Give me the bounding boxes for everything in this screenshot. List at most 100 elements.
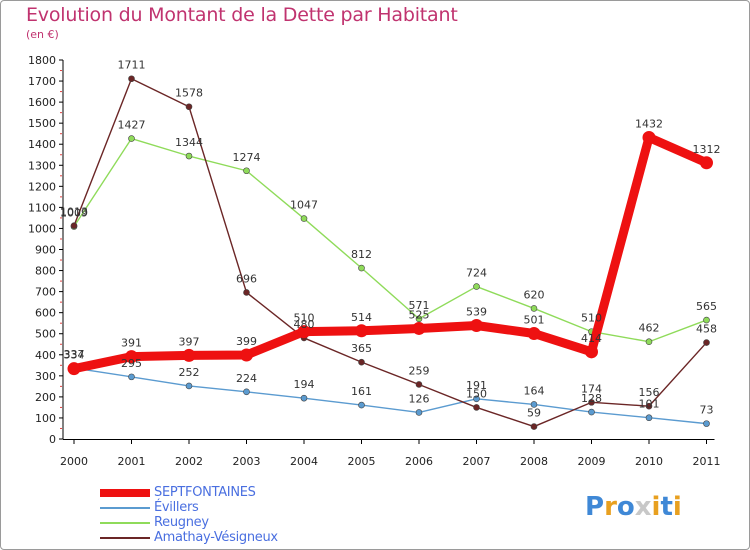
y-tick-label: 100 (35, 412, 56, 425)
data-label--villers: 252 (179, 366, 200, 379)
data-label--villers: 101 (639, 398, 660, 411)
data-point-septfontaines (700, 156, 713, 170)
data-label-amathay-v-signeux: 458 (696, 323, 717, 336)
y-tick-label: 1500 (28, 117, 56, 130)
data-label-septfontaines: 397 (179, 335, 200, 348)
data-point--villers (128, 373, 135, 381)
data-point-amathay-v-signeux (703, 339, 710, 346)
legend: SEPTFONTAINES Évillers Reugney Amathay-Vési… (100, 485, 360, 545)
x-tick-label: 2005 (348, 455, 376, 468)
data-point-septfontaines (527, 327, 541, 341)
data-label-reugney: 1009 (60, 207, 88, 220)
data-label-amathay-v-signeux: 174 (581, 382, 602, 395)
data-label-amathay-v-signeux: 156 (639, 386, 660, 399)
data-label-reugney: 571 (409, 299, 430, 312)
data-label-septfontaines: 334 (64, 349, 85, 362)
logo-letter: r (604, 492, 617, 522)
data-label-septfontaines: 414 (581, 332, 602, 345)
legend-item-septfontaines: SEPTFONTAINES (100, 485, 360, 500)
data-point-reugney (185, 152, 193, 160)
y-tick-label: 1700 (28, 75, 56, 88)
data-point--villers (243, 388, 250, 396)
x-tick-label: 2001 (118, 455, 146, 468)
x-tick-label: 2003 (233, 455, 261, 468)
data-point-reugney (128, 135, 135, 142)
logo-letter: t (660, 492, 673, 522)
x-tick-label: 2010 (635, 455, 663, 468)
data-label-septfontaines: 514 (351, 311, 372, 324)
data-label-reugney: 510 (581, 312, 602, 325)
data-label-reugney: 1047 (290, 199, 318, 212)
data-point--villers (185, 382, 193, 390)
y-tick-label: 900 (35, 244, 56, 257)
legend-swatch (100, 489, 150, 497)
data-point-septfontaines (355, 324, 368, 338)
y-tick-label: 1600 (28, 96, 56, 109)
legend-item-amathay-v-signeux: Amathay-Vésigneux (100, 530, 360, 545)
data-label--villers: 164 (524, 384, 545, 397)
data-label--villers: 161 (351, 385, 372, 398)
series-line--villers (73, 367, 708, 425)
y-tick-label: 400 (35, 349, 56, 362)
data-point-amathay-v-signeux (243, 289, 250, 296)
logo-letter: P (585, 492, 605, 522)
x-tick-label: 2011 (693, 455, 721, 468)
data-point-amathay-v-signeux (645, 402, 653, 410)
y-tick-label: 1300 (28, 159, 56, 172)
data-point-septfontaines (412, 321, 426, 335)
data-label--villers: 126 (409, 392, 430, 405)
data-label-reugney: 462 (639, 322, 660, 335)
data-point-amathay-v-signeux (358, 358, 365, 366)
data-label-amathay-v-signeux: 1711 (118, 59, 146, 72)
data-label-septfontaines: 510 (294, 312, 315, 325)
data-point-amathay-v-signeux (70, 222, 78, 230)
y-tick-label: 700 (35, 286, 56, 299)
data-label-amathay-v-signeux: 1013 (60, 206, 88, 219)
legend-label: Amathay-Vésigneux (154, 530, 278, 545)
y-tick-label: 500 (35, 328, 56, 341)
data-point-septfontaines (470, 319, 483, 333)
data-label--villers: 194 (294, 378, 315, 391)
data-label-septfontaines: 525 (409, 308, 430, 321)
legend-swatch (100, 537, 150, 539)
data-label--villers: 224 (236, 372, 257, 385)
data-point-amathay-v-signeux (128, 75, 135, 83)
y-tick-label: 1400 (28, 138, 56, 151)
data-point-septfontaines (125, 350, 138, 364)
data-label--villers: 128 (581, 392, 602, 405)
data-point-reugney (300, 215, 308, 222)
data-point-reugney (530, 305, 538, 312)
data-point--villers (588, 408, 595, 416)
legend-label: Reugney (154, 515, 209, 530)
data-point-septfontaines (642, 130, 656, 144)
series-line-amathay-v-signeux (73, 78, 708, 428)
data-point-septfontaines (297, 325, 311, 339)
data-label-reugney: 1274 (233, 151, 261, 164)
data-point-amathay-v-signeux (473, 404, 480, 411)
y-tick-label: 800 (35, 265, 56, 278)
y-tick-label: 600 (35, 307, 56, 320)
x-tick-label: 2004 (290, 455, 318, 468)
data-label-reugney: 1344 (175, 136, 203, 149)
data-label--villers: 191 (466, 379, 487, 392)
data-label-amathay-v-signeux: 480 (294, 318, 315, 331)
data-point--villers (703, 420, 710, 427)
legend-swatch (100, 522, 150, 524)
data-point--villers (415, 409, 423, 416)
data-point--villers (473, 395, 480, 403)
series-line-reugney (73, 137, 708, 343)
data-point-reugney (473, 283, 480, 290)
legend-item--villers: Évillers (100, 500, 360, 515)
data-label-amathay-v-signeux: 59 (527, 407, 541, 420)
data-point-septfontaines (240, 348, 253, 362)
legend-label: SEPTFONTAINES (154, 485, 256, 500)
logo-letter: i (672, 492, 682, 522)
logo-letter: i (651, 492, 661, 522)
y-tick-label: 300 (35, 370, 56, 383)
y-tick-label: 1800 (28, 54, 56, 67)
data-label-amathay-v-signeux: 150 (466, 387, 487, 400)
data-point-septfontaines (182, 348, 196, 362)
data-point-amathay-v-signeux (530, 423, 538, 430)
